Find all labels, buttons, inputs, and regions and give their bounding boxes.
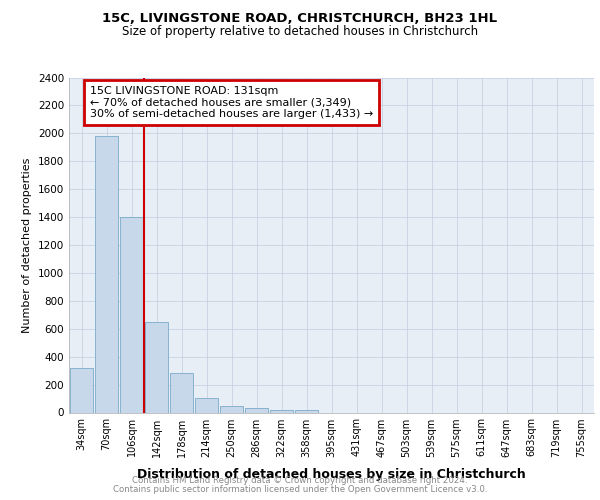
Text: Size of property relative to detached houses in Christchurch: Size of property relative to detached ho… bbox=[122, 25, 478, 38]
Text: 15C, LIVINGSTONE ROAD, CHRISTCHURCH, BH23 1HL: 15C, LIVINGSTONE ROAD, CHRISTCHURCH, BH2… bbox=[103, 12, 497, 26]
Bar bbox=[195, 398, 218, 412]
Text: 15C LIVINGSTONE ROAD: 131sqm
← 70% of detached houses are smaller (3,349)
30% of: 15C LIVINGSTONE ROAD: 131sqm ← 70% of de… bbox=[90, 86, 373, 119]
X-axis label: Distribution of detached houses by size in Christchurch: Distribution of detached houses by size … bbox=[137, 468, 526, 481]
Bar bbox=[270, 410, 293, 412]
Bar bbox=[70, 368, 93, 412]
Bar bbox=[120, 217, 143, 412]
Text: Contains HM Land Registry data © Crown copyright and database right 2024.: Contains HM Land Registry data © Crown c… bbox=[132, 476, 468, 485]
Text: Contains public sector information licensed under the Open Government Licence v3: Contains public sector information licen… bbox=[113, 485, 487, 494]
Y-axis label: Number of detached properties: Number of detached properties bbox=[22, 158, 32, 332]
Bar bbox=[95, 136, 118, 412]
Bar bbox=[170, 374, 193, 412]
Bar bbox=[295, 410, 318, 412]
Bar bbox=[220, 406, 243, 412]
Bar bbox=[145, 322, 168, 412]
Bar bbox=[245, 408, 268, 412]
